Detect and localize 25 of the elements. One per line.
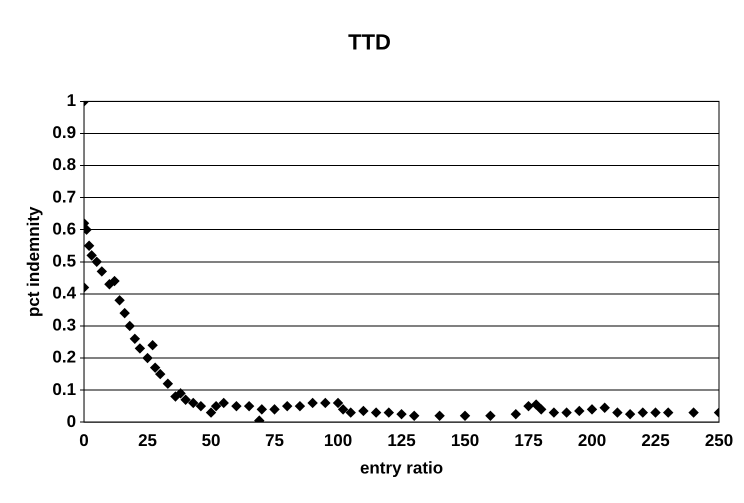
y-tick-label: 0.6 [52,219,76,238]
x-tick-label: 100 [324,431,352,450]
y-tick-label: 0.9 [52,123,76,142]
x-tick-label: 150 [450,431,480,450]
x-tick-label: 175 [514,431,543,450]
y-tick-label: 0.7 [52,187,76,206]
y-tick-label: 0.4 [52,284,77,303]
x-tick-label: 75 [265,431,284,450]
y-axis-title: pct indemnity [24,206,43,318]
y-tick-label: 0 [66,412,76,431]
x-axis-title: entry ratio [360,458,444,478]
y-tick-label: 0.5 [52,251,76,270]
x-tick-label: 0 [79,431,89,450]
x-tick-label: 125 [387,431,416,450]
y-tick-label: 0.8 [52,155,76,174]
x-tick-label: 200 [578,431,606,450]
y-tick-label: 0.3 [52,316,76,335]
x-tick-label: 50 [202,431,220,450]
x-tick-label: 250 [704,431,734,450]
x-tick-label: 25 [138,431,157,450]
x-tick-label: 225 [641,431,670,450]
y-tick-label: 1 [66,91,76,110]
y-tick-label: 0.1 [52,380,76,399]
chart-title: TTD [348,29,391,54]
y-tick-label: 0.2 [52,348,76,367]
